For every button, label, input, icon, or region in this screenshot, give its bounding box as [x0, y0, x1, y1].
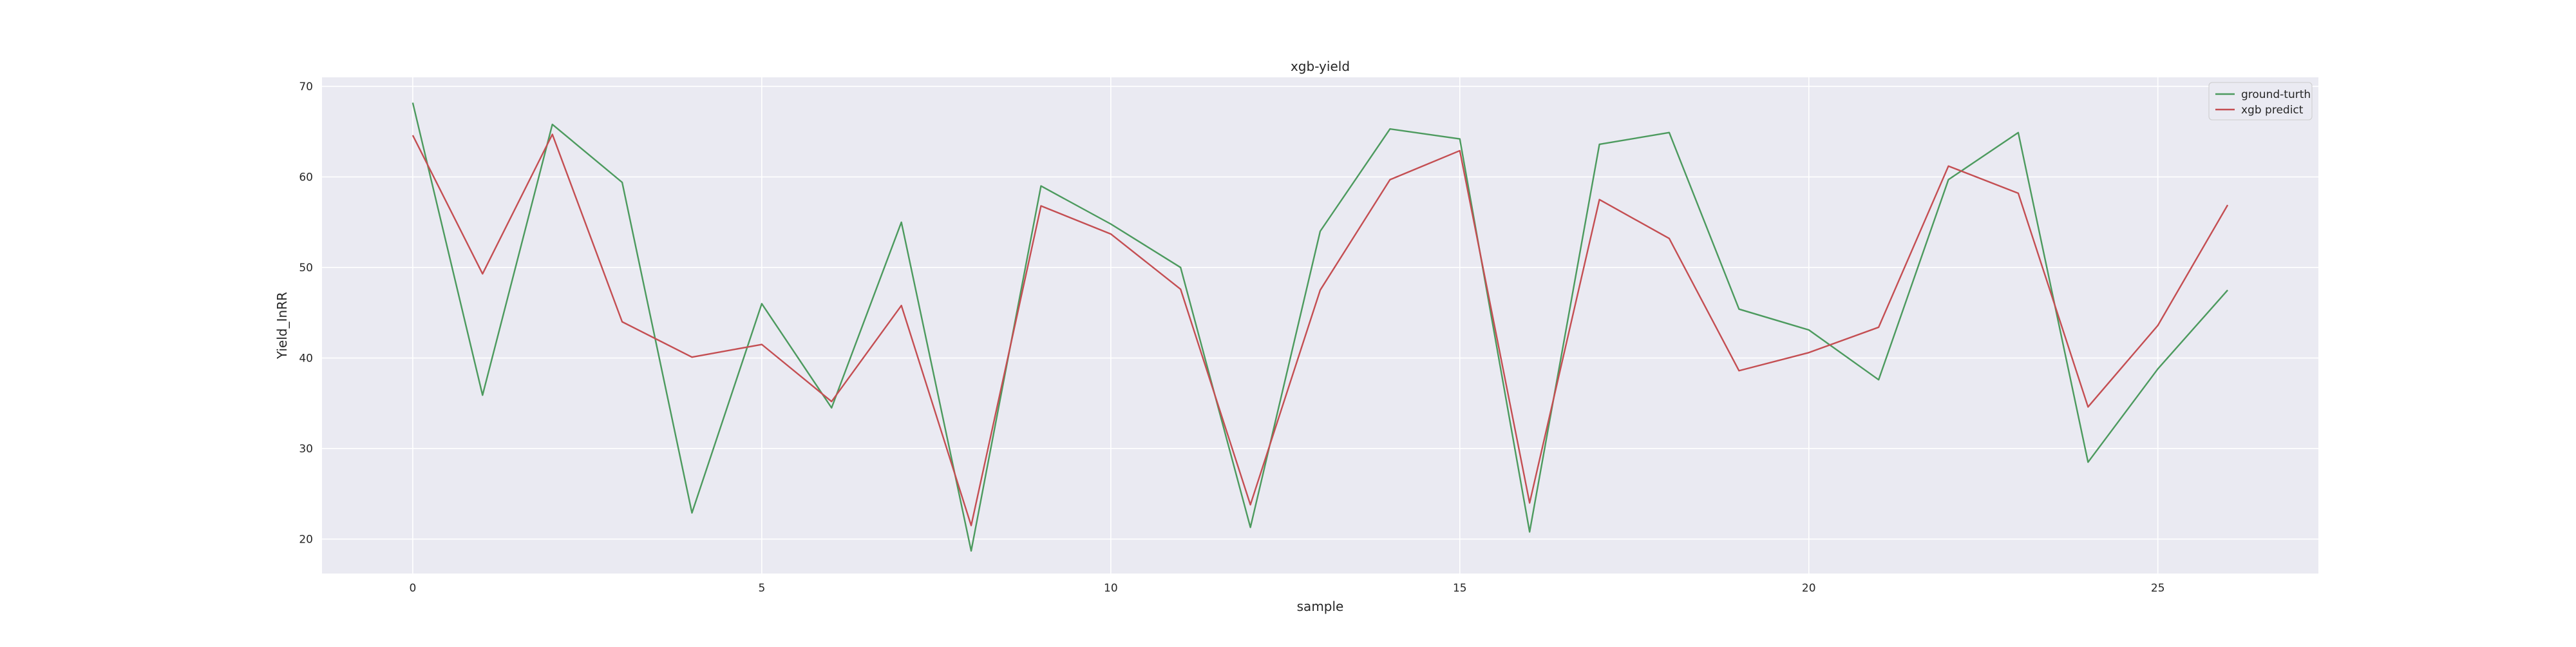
x-tick-label: 25	[2151, 582, 2165, 595]
x-tick-label: 20	[1802, 582, 1816, 595]
plot-area	[322, 77, 2318, 574]
legend-label-2: xgb predict	[2241, 104, 2304, 117]
y-tick-label: 50	[299, 262, 313, 275]
chart-title: xgb-yield	[1291, 59, 1350, 74]
series-lines	[412, 102, 2229, 552]
x-tick-label: 5	[758, 582, 765, 595]
y-tick-label: 70	[299, 81, 313, 93]
y-tick-label: 20	[299, 534, 313, 546]
series-line-1	[412, 102, 2228, 552]
legend-label-1: ground-turth	[2241, 88, 2311, 101]
x-tick-label: 10	[1104, 582, 1118, 595]
legend-box	[2208, 82, 2313, 121]
x-tick-label: 15	[1453, 582, 1467, 595]
legend: ground-turth xgb predict	[2208, 82, 2313, 121]
x-tick-label: 0	[409, 582, 416, 595]
x-axis-title: sample	[1297, 599, 1344, 614]
y-tick-label: 40	[299, 352, 313, 365]
y-axis-title: Yield_InRR	[274, 292, 290, 360]
y-tick-label: 60	[299, 171, 313, 184]
tick-labels: 0 5 10 15 20 25 20 30 40 50 60 70	[299, 81, 2164, 595]
y-tick-label: 30	[299, 443, 313, 456]
series-line-2	[412, 133, 2229, 526]
